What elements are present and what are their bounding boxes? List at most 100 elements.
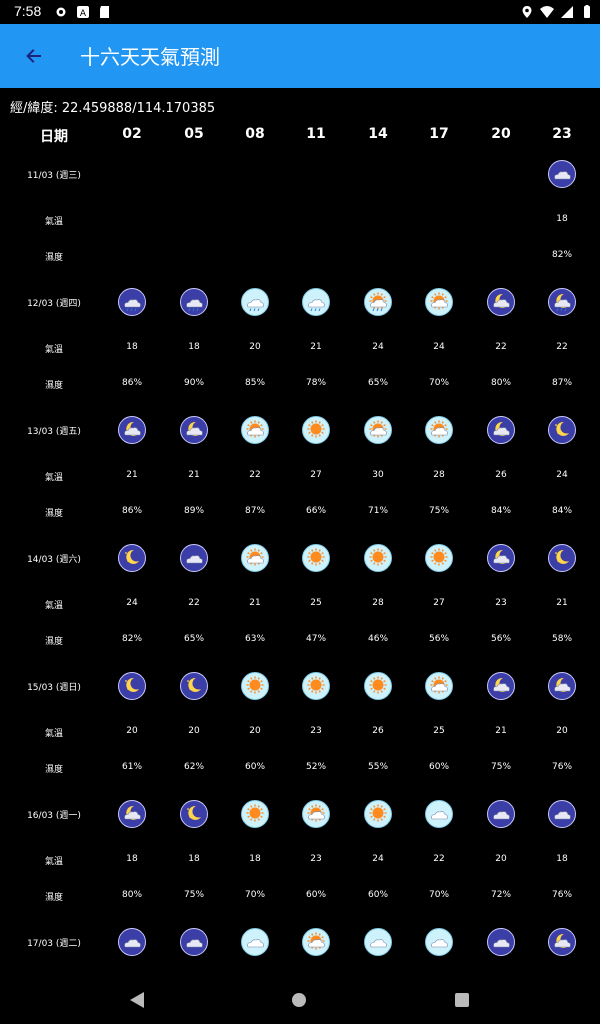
weather-night-cloud-rain-icon <box>180 288 208 316</box>
humidity-value: 89% <box>183 506 205 516</box>
humidity-value: 75% <box>490 762 512 772</box>
temperature-value: 20 <box>556 726 568 736</box>
weather-night-cloud-icon <box>487 928 515 956</box>
nav-home-icon[interactable] <box>292 993 306 1007</box>
weather-day-sun-cloud-icon <box>364 416 392 444</box>
temperature-value: 18 <box>188 854 200 864</box>
day-date-label: 16/03 (週一) <box>27 811 81 821</box>
humidity-label: 濕度 <box>44 893 63 903</box>
weather-night-moon-cloud-icon <box>487 416 515 444</box>
humidity-value: 60% <box>367 890 389 900</box>
weather-day-sun-icon <box>364 800 392 828</box>
weather-night-cloud-icon <box>118 928 146 956</box>
weather-day-sun-cloud-icon <box>425 672 453 700</box>
humidity-value: 80% <box>121 890 143 900</box>
humidity-value: 80% <box>490 378 512 388</box>
humidity-label: 濕度 <box>44 765 63 775</box>
weather-day-sun-cloud-icon <box>425 416 453 444</box>
humidity-value: 56% <box>490 634 512 644</box>
app-bar: 十六天天氣預測 <box>0 24 600 88</box>
day-date-label: 13/03 (週五) <box>27 427 81 437</box>
weather-night-moon-cloud-rain-icon <box>548 288 576 316</box>
temperature-value: 30 <box>372 470 384 480</box>
temperature-value: 23 <box>495 598 507 608</box>
weather-day-sun-cloud-icon <box>302 800 330 828</box>
header-hour: 20 <box>491 126 511 142</box>
temperature-value: 21 <box>310 342 322 352</box>
wifi-icon <box>540 6 554 18</box>
temperature-value: 18 <box>126 342 138 352</box>
weather-night-cloud-icon <box>548 160 576 188</box>
temperature-value: 20 <box>188 726 200 736</box>
temperature-value: 18 <box>556 214 568 224</box>
back-button[interactable] <box>18 40 50 72</box>
weather-night-moon-cloud-icon <box>487 672 515 700</box>
weather-day-sun-icon <box>425 544 453 572</box>
humidity-value: 84% <box>551 506 573 516</box>
header-hour: 11 <box>306 126 326 142</box>
weather-day-cloud-icon <box>425 800 453 828</box>
temperature-label: 氣溫 <box>44 473 63 483</box>
temperature-value: 27 <box>310 470 322 480</box>
humidity-value: 78% <box>305 378 327 388</box>
weather-day-cloud-rain-icon <box>241 288 269 316</box>
humidity-value: 61% <box>121 762 143 772</box>
temperature-value: 27 <box>433 598 445 608</box>
location-icon <box>522 6 532 18</box>
temperature-value: 20 <box>126 726 138 736</box>
temperature-value: 18 <box>188 342 200 352</box>
humidity-value: 87% <box>244 506 266 516</box>
temperature-value: 21 <box>556 598 568 608</box>
status-bar: 7:58 A <box>0 0 600 24</box>
humidity-value: 82% <box>121 634 143 644</box>
temperature-value: 26 <box>372 726 384 736</box>
temperature-value: 22 <box>556 342 568 352</box>
weather-night-cloud-icon <box>487 800 515 828</box>
weather-night-cloud-icon <box>180 928 208 956</box>
weather-day-sun-cloud-icon <box>241 544 269 572</box>
weather-night-cloud-icon <box>180 544 208 572</box>
temperature-value: 21 <box>249 598 261 608</box>
temperature-label: 氣溫 <box>44 217 63 227</box>
temperature-value: 26 <box>495 470 507 480</box>
temperature-value: 22 <box>188 598 200 608</box>
table-header: 日期 02 05 08 11 14 17 20 23 <box>0 120 600 148</box>
temperature-label: 氣溫 <box>44 345 63 355</box>
day-date-label: 12/03 (週四) <box>27 299 81 309</box>
humidity-label: 濕度 <box>44 509 63 519</box>
humidity-value: 75% <box>183 890 205 900</box>
app-notification-icon: A <box>77 6 89 19</box>
weather-night-moon-cloud-icon <box>487 288 515 316</box>
navigation-bar <box>0 976 600 1024</box>
temperature-value: 20 <box>249 342 261 352</box>
humidity-value: 70% <box>428 378 450 388</box>
humidity-value: 86% <box>121 378 143 388</box>
humidity-value: 60% <box>428 762 450 772</box>
humidity-value: 84% <box>490 506 512 516</box>
weather-night-moon-icon <box>180 800 208 828</box>
weather-day-sun-icon <box>364 544 392 572</box>
humidity-value: 87% <box>551 378 573 388</box>
weather-day-cloud-rain-icon <box>302 288 330 316</box>
temperature-value: 28 <box>372 598 384 608</box>
arrow-back-icon <box>26 49 41 63</box>
nav-recents-icon[interactable] <box>455 993 469 1007</box>
coordinates-text: 經/緯度: 22.459888/114.170385 <box>10 101 216 116</box>
weather-day-cloud-icon <box>241 928 269 956</box>
day-date-label: 17/03 (週二) <box>27 939 81 949</box>
humidity-value: 56% <box>428 634 450 644</box>
signal-icon <box>561 6 573 18</box>
temperature-value: 25 <box>433 726 445 736</box>
settings-icon <box>56 7 66 17</box>
weather-night-moon-cloud-icon <box>118 800 146 828</box>
humidity-value: 58% <box>551 634 573 644</box>
temperature-value: 24 <box>372 854 384 864</box>
weather-night-cloud-rain-icon <box>118 288 146 316</box>
weather-day-cloud-icon <box>364 928 392 956</box>
weather-night-moon-icon <box>118 544 146 572</box>
humidity-value: 76% <box>551 762 573 772</box>
status-time: 7:58 <box>14 3 42 19</box>
nav-back-icon[interactable] <box>130 992 144 1008</box>
humidity-label: 濕度 <box>44 637 63 647</box>
temperature-value: 20 <box>495 854 507 864</box>
